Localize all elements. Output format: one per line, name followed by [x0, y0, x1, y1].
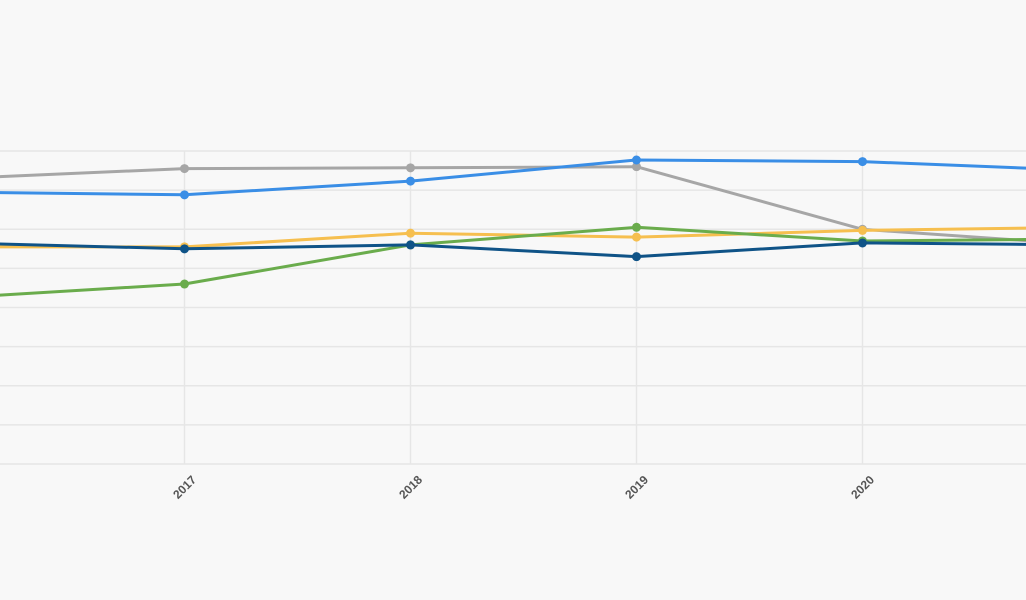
data-point[interactable]: [632, 222, 641, 232]
series-group: [0, 155, 1026, 297]
series-line: [0, 225, 1026, 297]
data-point[interactable]: [858, 157, 867, 167]
x-axis-tick-labels: 2017 2018 2019 2020: [170, 473, 877, 502]
data-point[interactable]: [632, 155, 641, 165]
data-point[interactable]: [406, 176, 415, 186]
data-point[interactable]: [180, 244, 189, 254]
data-point[interactable]: [632, 232, 641, 242]
data-point[interactable]: [406, 240, 415, 250]
series-0: [0, 162, 1026, 243]
series-4: [0, 238, 1026, 262]
data-point[interactable]: [180, 190, 189, 200]
x-tick-label: 2017: [170, 473, 199, 502]
horizontal-gridlines: [0, 150, 1026, 465]
data-point[interactable]: [858, 225, 867, 235]
data-point[interactable]: [406, 163, 415, 173]
data-point[interactable]: [180, 164, 189, 174]
data-point[interactable]: [406, 228, 415, 238]
x-tick-label: 2019: [622, 473, 651, 502]
x-tick-label: 2018: [396, 473, 425, 502]
series-1: [0, 155, 1026, 200]
vertical-gridlines: [183, 151, 864, 464]
series-line: [0, 158, 1026, 197]
data-point[interactable]: [632, 162, 641, 172]
series-line: [0, 165, 1026, 243]
x-tick-label: 2020: [848, 473, 877, 502]
data-point[interactable]: [858, 238, 867, 248]
data-point[interactable]: [632, 252, 641, 262]
data-point[interactable]: [180, 279, 189, 289]
series-line: [0, 241, 1026, 259]
